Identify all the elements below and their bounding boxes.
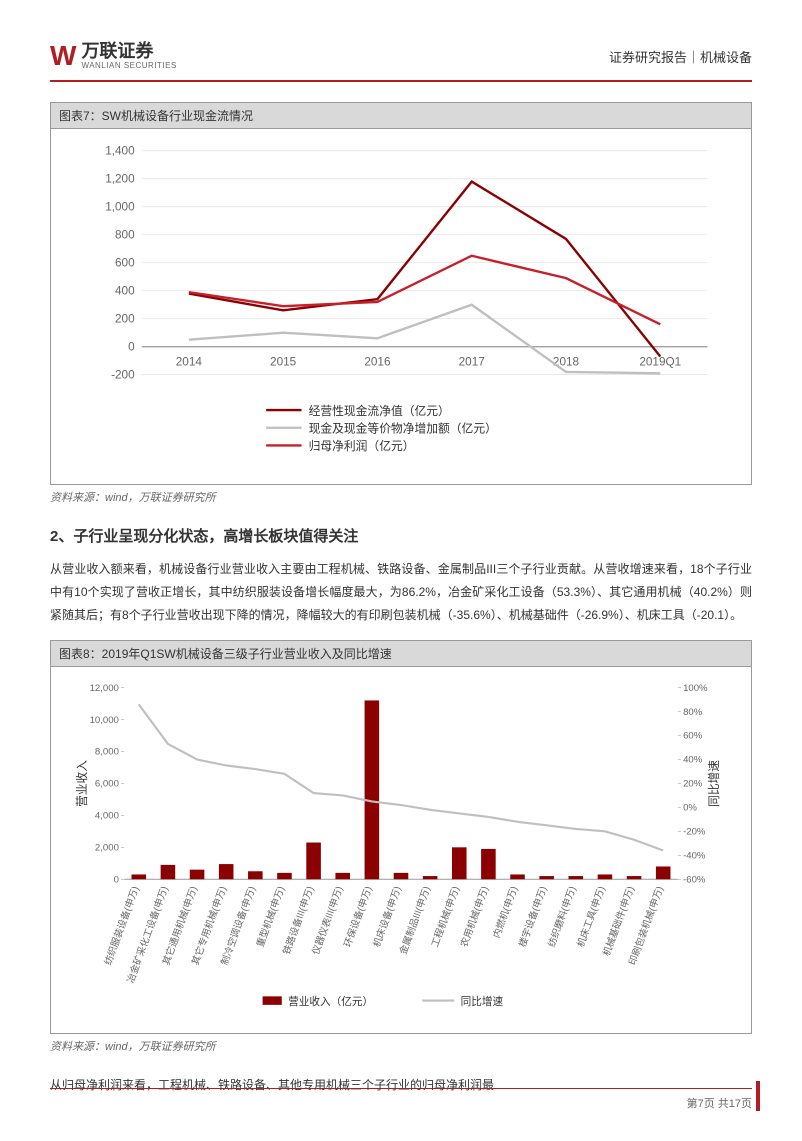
svg-text:机床工具(申万): 机床工具(申万)	[575, 885, 608, 949]
svg-text:0: 0	[114, 875, 119, 886]
chart2-svg: 0 2,000 4,000 6,000 8,000 10,000 12,000 -60% -40…	[71, 677, 731, 1018]
svg-text:-200: -200	[111, 368, 135, 381]
svg-text:2019Q1: 2019Q1	[639, 356, 681, 369]
svg-text:归母净利润（亿元）: 归母净利润（亿元）	[309, 439, 415, 453]
svg-text:2016: 2016	[364, 356, 391, 369]
svg-text:400: 400	[115, 284, 135, 297]
svg-text:10,000: 10,000	[90, 715, 119, 726]
svg-text:80%: 80%	[683, 707, 703, 718]
chart1-source: 资料来源：wind，万联证券研究所	[50, 489, 752, 505]
svg-text:0: 0	[128, 340, 135, 353]
chart2-title: 图表8：2019年Q1SW机械设备三级子行业营业收入及同比增速	[51, 641, 751, 667]
svg-text:纺织磨料(申万): 纺织磨料(申万)	[545, 885, 578, 949]
svg-text:楼宇设备(申万): 楼宇设备(申万)	[516, 885, 549, 949]
svg-text:仪器仪表III(申万): 仪器仪表III(申万)	[310, 885, 346, 957]
chart1-title: 图表7：SW机械设备行业现金流情况	[51, 103, 751, 129]
svg-text:2017: 2017	[459, 356, 485, 369]
svg-text:营业收入（亿元）: 营业收入（亿元）	[288, 995, 373, 1008]
footer: 第7页 共17页	[50, 1088, 752, 1111]
svg-text:1,400: 1,400	[105, 144, 135, 157]
svg-text:现金及现金等价物净增加额（亿元）: 现金及现金等价物净增加额（亿元）	[309, 421, 497, 435]
chart2-source: 资料来源：wind，万联证券研究所	[50, 1038, 752, 1054]
svg-text:工程机械(申万): 工程机械(申万)	[429, 885, 462, 949]
chart2-container: 图表8：2019年Q1SW机械设备三级子行业营业收入及同比增速 0 2,000 4,…	[50, 640, 752, 1034]
page-number: 第7页 共17页	[687, 1095, 752, 1111]
svg-text:4,000: 4,000	[95, 811, 119, 822]
chart1-container: 图表7：SW机械设备行业现金流情况 -200 0 200 400 600 800 1,000…	[50, 102, 752, 485]
svg-text:1,200: 1,200	[105, 172, 135, 185]
svg-text:农用机械(申万): 农用机械(申万)	[458, 885, 491, 949]
svg-text:金属制品III(申万): 金属制品III(申万)	[397, 885, 433, 957]
section2-paragraph: 从营业收入额来看，机械设备行业营业收入主要由工程机械、铁路设备、金属制品III三…	[50, 558, 752, 626]
svg-text:-60%: -60%	[683, 875, 706, 886]
logo-en: WANLIAN SECURITIES	[81, 62, 176, 71]
svg-text:同比增速: 同比增速	[461, 995, 504, 1008]
logo: W 万联证券 WANLIAN SECURITIES	[50, 40, 177, 72]
svg-text:经营性现金流净值（亿元）: 经营性现金流净值（亿元）	[309, 404, 450, 418]
report-type: 证券研究报告｜机械设备	[609, 47, 752, 66]
section2-title: 2、子行业呈现分化状态，高增长板块值得关注	[50, 525, 752, 546]
svg-text:800: 800	[115, 228, 135, 241]
svg-text:同比增速: 同比增速	[707, 760, 721, 807]
svg-text:20%: 20%	[683, 779, 703, 790]
svg-text:100%: 100%	[683, 683, 708, 694]
svg-text:0%: 0%	[683, 803, 697, 814]
logo-icon: W	[50, 40, 76, 72]
svg-text:2015: 2015	[270, 356, 297, 369]
svg-text:营业收入: 营业收入	[75, 760, 89, 807]
logo-cn: 万联证券	[81, 42, 176, 62]
svg-text:环保设备(申万): 环保设备(申万)	[342, 885, 375, 949]
svg-text:机床设备(申万): 机床设备(申万)	[371, 885, 404, 949]
svg-text:2014: 2014	[176, 356, 203, 369]
svg-text:600: 600	[115, 256, 135, 269]
svg-text:内燃机(申万): 内燃机(申万)	[491, 885, 521, 940]
svg-text:重型机械(申万): 重型机械(申万)	[254, 885, 287, 949]
svg-text:1,000: 1,000	[105, 200, 135, 213]
chart1-svg: -200 0 200 400 600 800 1,000 1,200 1,400 2014 2015…	[71, 139, 731, 469]
page-header: W 万联证券 WANLIAN SECURITIES 证券研究报告｜机械设备	[50, 40, 752, 82]
svg-text:铁路设备III(申万): 铁路设备III(申万)	[281, 885, 317, 957]
svg-text:6,000: 6,000	[95, 779, 119, 790]
svg-text:40%: 40%	[683, 755, 703, 766]
svg-text:-20%: -20%	[683, 827, 706, 838]
svg-text:8,000: 8,000	[95, 747, 119, 758]
svg-text:60%: 60%	[683, 731, 703, 742]
footer-accent-bar	[756, 1081, 760, 1111]
svg-text:-40%: -40%	[683, 851, 706, 862]
svg-text:2,000: 2,000	[95, 843, 119, 854]
svg-text:12,000: 12,000	[90, 683, 119, 694]
svg-text:200: 200	[115, 312, 135, 325]
svg-text:机械基础件(申万): 机械基础件(申万)	[600, 885, 636, 958]
